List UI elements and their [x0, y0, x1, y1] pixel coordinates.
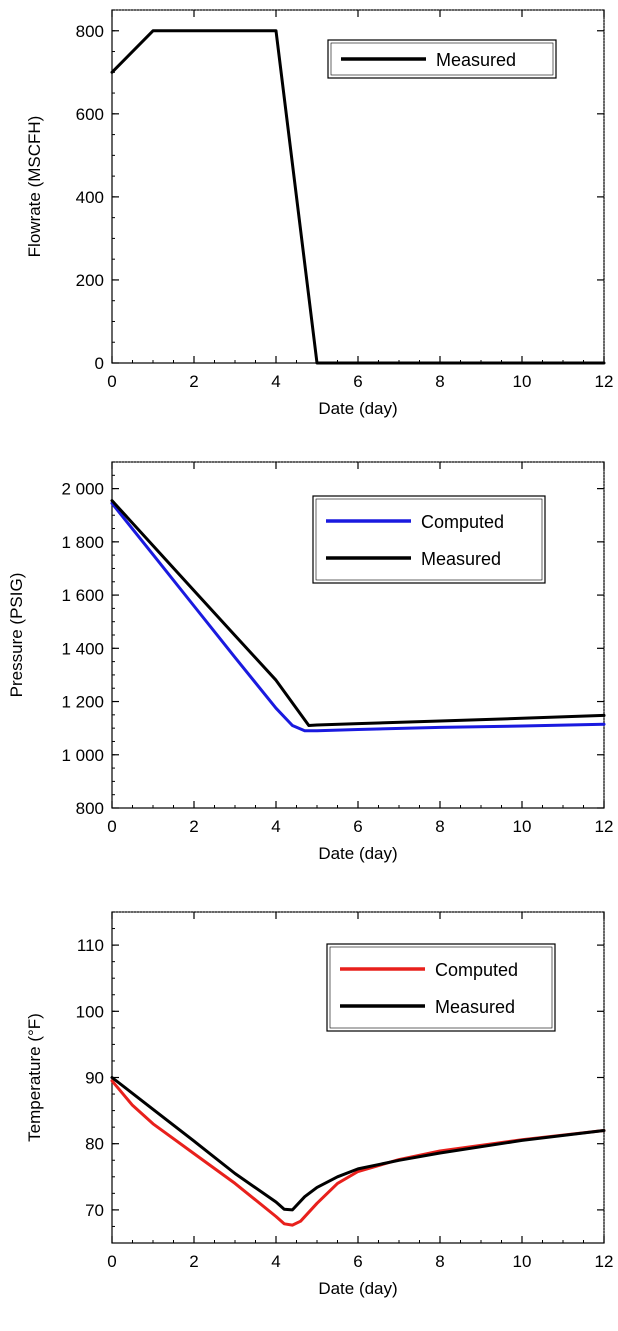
- y-axis-title: Pressure (PSIG): [7, 573, 26, 698]
- series-line-measured: [110, 499, 606, 727]
- y-tick-label: 2 000: [61, 480, 104, 499]
- legend-box: [326, 943, 556, 1032]
- legend: Computed Measured: [312, 495, 546, 584]
- legend-label-measured: Measured: [435, 997, 515, 1017]
- x-tick-label: 0: [107, 817, 116, 836]
- legend-inner-box: [315, 498, 543, 581]
- x-tick-label: 8: [435, 372, 444, 391]
- legend-box: [312, 495, 546, 584]
- series-line-computed: [110, 1079, 606, 1227]
- legend: Measured: [327, 39, 557, 79]
- y-tick-label: 1 600: [61, 586, 104, 605]
- x-tick-label: 10: [513, 817, 532, 836]
- y-tick-label: 800: [76, 22, 104, 41]
- x-tick-label: 12: [595, 817, 614, 836]
- legend: Computed Measured: [326, 943, 556, 1032]
- x-axis-title: Date (day): [318, 1279, 397, 1298]
- x-tick-label: 12: [595, 1252, 614, 1271]
- y-tick-label: 80: [85, 1135, 104, 1154]
- x-tick-label: 2: [189, 372, 198, 391]
- x-tick-label: 8: [435, 1252, 444, 1271]
- legend-label-computed: Computed: [421, 512, 504, 532]
- series-line-measured: [110, 29, 606, 365]
- y-tick-label: 0: [95, 354, 104, 373]
- x-tick-label: 2: [189, 1252, 198, 1271]
- y-tick-label: 90: [85, 1069, 104, 1088]
- x-tick-label: 4: [271, 817, 280, 836]
- legend-inner-box: [329, 946, 553, 1029]
- legend-label-measured: Measured: [436, 50, 516, 70]
- x-tick-label: 0: [107, 372, 116, 391]
- x-tick-label: 0: [107, 1252, 116, 1271]
- y-tick-label: 600: [76, 105, 104, 124]
- y-tick-label: 100: [76, 1002, 104, 1021]
- y-tick-label: 1 400: [61, 639, 104, 658]
- series-line-computed: [110, 501, 606, 733]
- legend-inner-box: [330, 42, 554, 76]
- x-tick-label: 4: [271, 1252, 280, 1271]
- x-tick-label: 6: [353, 372, 362, 391]
- y-tick-label: 1 000: [61, 746, 104, 765]
- x-axis-title: Date (day): [318, 844, 397, 863]
- legend-label-measured: Measured: [421, 549, 501, 569]
- y-tick-label: 110: [77, 936, 104, 955]
- legend-label-computed: Computed: [435, 960, 518, 980]
- x-tick-label: 10: [513, 372, 532, 391]
- x-tick-label: 12: [595, 372, 614, 391]
- y-tick-label: 1 200: [61, 693, 104, 712]
- x-tick-label: 2: [189, 817, 198, 836]
- y-axis-title: Flowrate (MSCFH): [25, 116, 44, 258]
- y-tick-label: 200: [76, 271, 104, 290]
- chart-panel-3: 0 2 4 6 8 10 12 70 80 90 100 110 Date (day) Temperatu…: [25, 911, 614, 1298]
- x-tick-label: 6: [353, 817, 362, 836]
- y-tick-label: 800: [76, 799, 104, 818]
- y-tick-label: 1 800: [61, 533, 104, 552]
- x-tick-label: 6: [353, 1252, 362, 1271]
- y-axis-title: Temperature (°F): [25, 1013, 44, 1142]
- x-tick-label: 10: [513, 1252, 532, 1271]
- x-tick-label: 4: [271, 372, 280, 391]
- chart-panel-2: 0 2 4 6 8 10 12 800 1 000 1 200 1 400 1 600 1 800 2 0…: [7, 461, 614, 863]
- y-tick-label: 70: [85, 1201, 104, 1220]
- series-line-measured: [110, 1076, 606, 1212]
- x-axis-title: Date (day): [318, 399, 397, 418]
- chart-panel-1: 0 2 4 6 8 10 12 0 200 400 600 800 Date (day) Flowrate…: [25, 9, 614, 418]
- x-tick-label: 8: [435, 817, 444, 836]
- y-tick-label: 400: [76, 188, 104, 207]
